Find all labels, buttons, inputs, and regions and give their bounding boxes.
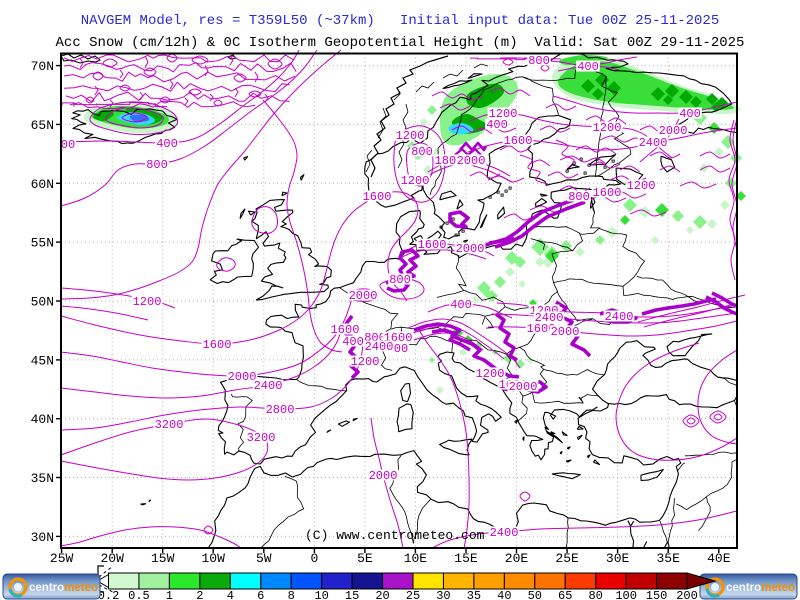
svg-text:50: 50 — [528, 589, 542, 600]
svg-text:1200: 1200 — [627, 179, 656, 193]
svg-text:70N: 70N — [31, 59, 54, 74]
svg-text:0.2: 0.2 — [98, 589, 120, 600]
svg-text:400: 400 — [342, 335, 364, 349]
svg-text:35: 35 — [467, 589, 481, 600]
svg-text:1600: 1600 — [418, 238, 447, 252]
svg-text:2400: 2400 — [535, 311, 564, 325]
svg-text:1200: 1200 — [396, 129, 425, 143]
svg-text:60N: 60N — [31, 177, 54, 192]
svg-text:1200: 1200 — [401, 174, 430, 188]
svg-text:centrometeo: centrometeo — [726, 582, 795, 594]
svg-text:3200: 3200 — [247, 431, 276, 445]
svg-text:5W: 5W — [256, 551, 272, 566]
svg-text:1600: 1600 — [203, 338, 232, 352]
svg-text:1200: 1200 — [593, 121, 622, 135]
svg-text:2000: 2000 — [457, 154, 486, 168]
svg-text:150: 150 — [646, 589, 668, 600]
svg-text:50N: 50N — [31, 295, 54, 310]
svg-text:20E: 20E — [505, 551, 529, 566]
svg-text:1600: 1600 — [527, 322, 556, 336]
svg-text:2000: 2000 — [369, 469, 398, 483]
svg-text:15W: 15W — [151, 551, 175, 566]
svg-text:1600: 1600 — [504, 134, 533, 148]
svg-text:30N: 30N — [31, 530, 54, 545]
svg-text:2: 2 — [196, 589, 203, 600]
svg-text:6: 6 — [257, 589, 264, 600]
svg-text:30: 30 — [436, 589, 450, 600]
svg-text:0: 0 — [310, 551, 318, 566]
svg-text:2400: 2400 — [365, 340, 394, 354]
svg-text:1600: 1600 — [593, 186, 622, 200]
svg-text:4: 4 — [227, 589, 234, 600]
svg-text:2000: 2000 — [349, 289, 378, 303]
svg-text:10: 10 — [314, 589, 328, 600]
svg-text:2000: 2000 — [659, 124, 688, 138]
svg-text:10E: 10E — [404, 551, 428, 566]
svg-text:2400: 2400 — [254, 379, 283, 393]
svg-text:15: 15 — [345, 589, 359, 600]
svg-text:1600: 1600 — [331, 323, 360, 337]
svg-text:35N: 35N — [31, 471, 54, 486]
svg-text:1200: 1200 — [489, 107, 518, 121]
svg-text:1200: 1200 — [133, 295, 162, 309]
svg-text:00: 00 — [61, 138, 75, 152]
svg-text:400: 400 — [486, 118, 508, 132]
svg-text:2800: 2800 — [266, 403, 295, 417]
svg-text:1200: 1200 — [351, 355, 380, 369]
svg-text:30E: 30E — [606, 551, 630, 566]
svg-text:2000: 2000 — [228, 370, 257, 384]
svg-text:400: 400 — [679, 107, 701, 121]
svg-text:800: 800 — [389, 273, 411, 287]
svg-text:20W: 20W — [100, 551, 124, 566]
svg-text:25: 25 — [406, 589, 420, 600]
svg-text:2000: 2000 — [456, 242, 485, 256]
svg-text:25E: 25E — [555, 551, 579, 566]
svg-text:00: 00 — [394, 342, 408, 356]
svg-text:15E: 15E — [454, 551, 478, 566]
svg-text:400: 400 — [450, 298, 472, 312]
svg-text:65: 65 — [558, 589, 572, 600]
svg-text:5E: 5E — [357, 551, 373, 566]
svg-text:45N: 45N — [31, 353, 54, 368]
svg-text:800: 800 — [528, 54, 550, 68]
svg-text:40N: 40N — [31, 412, 54, 427]
svg-text:55N: 55N — [31, 236, 54, 251]
svg-text:1: 1 — [166, 589, 173, 600]
svg-text:200: 200 — [676, 589, 698, 600]
svg-text:(C) www.centrometeo.com: (C) www.centrometeo.com — [305, 528, 485, 543]
svg-text:800: 800 — [411, 145, 433, 159]
svg-text:80: 80 — [588, 589, 602, 600]
svg-text:25W: 25W — [50, 551, 74, 566]
svg-text:400: 400 — [156, 137, 178, 151]
svg-text:35E: 35E — [656, 551, 680, 566]
svg-text:20: 20 — [375, 589, 389, 600]
svg-text:100: 100 — [615, 589, 637, 600]
svg-text:800: 800 — [146, 158, 168, 172]
svg-text:0.5: 0.5 — [128, 589, 150, 600]
svg-text:400: 400 — [577, 60, 599, 74]
svg-text:40: 40 — [497, 589, 511, 600]
svg-text:40E: 40E — [707, 551, 731, 566]
svg-text:10W: 10W — [201, 551, 225, 566]
svg-text:centrometeo: centrometeo — [29, 582, 98, 594]
svg-text:800: 800 — [568, 190, 590, 204]
svg-text:2000: 2000 — [509, 380, 538, 394]
svg-text:2400: 2400 — [639, 136, 668, 150]
svg-text:3200: 3200 — [155, 418, 184, 432]
svg-text:8: 8 — [288, 589, 295, 600]
svg-text:2400: 2400 — [490, 526, 519, 540]
svg-text:2400: 2400 — [605, 310, 634, 324]
svg-text:1200: 1200 — [476, 367, 505, 381]
svg-text:65N: 65N — [31, 118, 54, 133]
svg-text:1600: 1600 — [363, 190, 392, 204]
svg-text:2000: 2000 — [551, 325, 580, 339]
